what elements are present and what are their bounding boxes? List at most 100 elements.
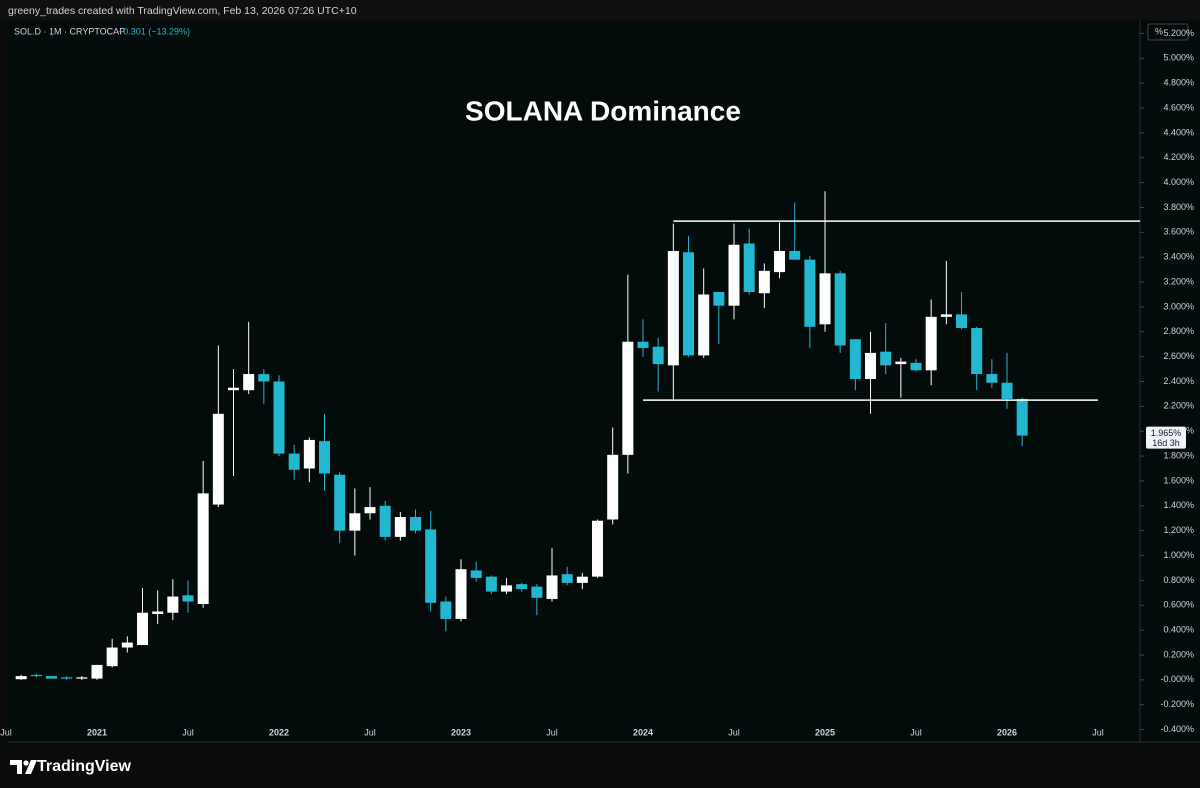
candle-body — [607, 454, 619, 520]
y-tick-label: 2.400% — [1163, 376, 1194, 386]
candle-body — [46, 676, 58, 679]
candle-body — [243, 374, 255, 391]
candle-body — [182, 595, 194, 602]
candle-body — [197, 493, 209, 605]
y-tick-label: 2.200% — [1163, 401, 1194, 411]
scale-button[interactable] — [1147, 23, 1189, 41]
y-tick-label: 0.800% — [1163, 575, 1194, 585]
x-tick-label: 2026 — [997, 727, 1017, 737]
y-tick-label: 4.600% — [1163, 102, 1194, 112]
credit-text: greeny_trades created with TradingView.c… — [8, 5, 357, 17]
y-tick-label: -0.200% — [1160, 699, 1194, 709]
y-tick-label: 5.000% — [1163, 53, 1194, 63]
candle-body — [592, 520, 604, 577]
chart-title: SOLANA Dominance — [465, 95, 741, 126]
candle-body — [561, 574, 573, 583]
candle-body — [15, 676, 27, 680]
candle-body — [501, 585, 513, 592]
candle-body — [758, 270, 770, 294]
candle-body — [1001, 382, 1013, 399]
candle-body — [455, 569, 467, 619]
candle-body — [880, 351, 892, 366]
y-tick-label: 4.400% — [1163, 127, 1194, 137]
candle-body — [622, 341, 634, 455]
y-tick-label: 3.200% — [1163, 276, 1194, 286]
candle-body — [531, 586, 543, 598]
candle-body — [228, 387, 240, 391]
candle-body — [774, 250, 786, 273]
y-tick-label: 1.200% — [1163, 525, 1194, 535]
y-tick-label: -0.400% — [1160, 724, 1194, 734]
candle-body — [212, 413, 224, 505]
y-tick-label: 4.800% — [1163, 78, 1194, 88]
y-tick-label: 1.400% — [1163, 500, 1194, 510]
candle-body — [683, 252, 695, 356]
y-tick-label: 1.800% — [1163, 450, 1194, 460]
candle-body — [956, 314, 968, 329]
y-tick-label: 0.200% — [1163, 649, 1194, 659]
plot-layer — [15, 191, 1140, 680]
y-tick-label: 2.800% — [1163, 326, 1194, 336]
candle-body — [303, 439, 315, 469]
candle-body — [425, 529, 437, 603]
top-bar — [0, 0, 1200, 20]
candle-body — [819, 273, 831, 325]
scale-button-label[interactable]: % — [1155, 26, 1163, 36]
x-tick-label: 2021 — [87, 727, 107, 737]
candle-body — [30, 674, 42, 677]
last-price-label: 1.965% — [1151, 428, 1182, 438]
y-tick-label: 4.200% — [1163, 152, 1194, 162]
candle-body — [971, 328, 983, 375]
y-tick-label: 3.000% — [1163, 301, 1194, 311]
candle-body — [667, 250, 679, 366]
candle-body — [940, 314, 952, 317]
price-axis — [1140, 21, 1200, 742]
candle-body — [546, 575, 558, 600]
candle-body — [349, 513, 361, 531]
x-tick-label: Jul — [910, 727, 922, 737]
candle-body — [394, 516, 406, 537]
candle-body — [410, 516, 422, 531]
plot-area — [8, 21, 1140, 742]
change-label: −0.301 (−13.29%) — [118, 26, 190, 36]
y-tick-label: 1.600% — [1163, 475, 1194, 485]
candle-body — [637, 341, 649, 348]
candle-body — [804, 259, 816, 327]
candle-body — [485, 576, 497, 592]
candle-body — [652, 346, 664, 365]
y-tick-label: 0.600% — [1163, 600, 1194, 610]
x-tick-label: 2022 — [269, 727, 289, 737]
candle-body — [865, 352, 877, 380]
candle-body — [167, 596, 179, 613]
candle-body — [61, 677, 73, 679]
logo-mark — [10, 760, 22, 774]
candle-body — [440, 601, 452, 619]
brand-logo — [10, 760, 37, 774]
y-tick-label: 0.400% — [1163, 624, 1194, 634]
candle-body — [925, 316, 937, 371]
y-tick-label: 2.600% — [1163, 351, 1194, 361]
candle-body — [895, 361, 907, 365]
y-tick-label: 3.400% — [1163, 252, 1194, 262]
logo-mark — [25, 760, 37, 774]
y-tick-label: 3.800% — [1163, 202, 1194, 212]
x-tick-label: Jul — [1092, 727, 1104, 737]
candle-body — [288, 453, 300, 470]
candle-body — [152, 611, 164, 614]
candle-body — [789, 250, 801, 260]
candle-body — [319, 441, 331, 474]
candle-body — [743, 243, 755, 292]
candle-body — [379, 505, 391, 537]
x-tick-label: 2024 — [633, 727, 653, 737]
x-tick-label: Jul — [364, 727, 376, 737]
candle-body — [1016, 398, 1028, 436]
y-tick-label: 5.200% — [1163, 28, 1194, 38]
x-tick-label: 2025 — [815, 727, 835, 737]
candle-body — [137, 612, 149, 646]
candle-body — [273, 381, 285, 454]
x-tick-label: Jul — [728, 727, 740, 737]
candle-body — [516, 584, 528, 590]
candle-body — [258, 374, 270, 382]
candle-body — [698, 294, 710, 356]
y-tick-label: 4.000% — [1163, 177, 1194, 187]
